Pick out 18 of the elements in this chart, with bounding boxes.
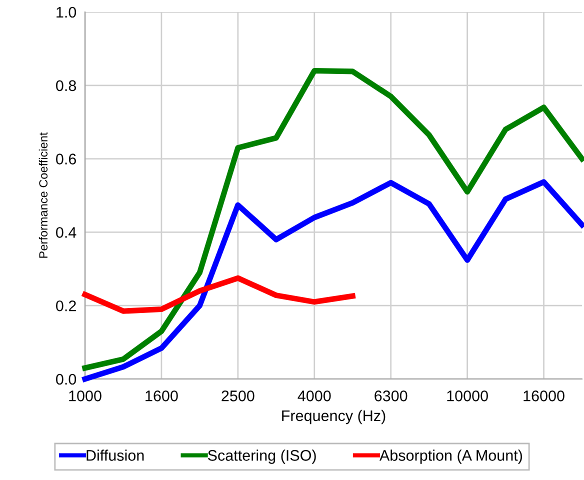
legend-label: Absorption (A Mount): [379, 450, 522, 464]
y-tick-label: 1.0: [56, 6, 76, 18]
legend-label: Diffusion: [86, 450, 144, 461]
x-axis-title: Frequency (Hz): [282, 410, 386, 424]
x-tick-label: 6300: [374, 390, 408, 402]
x-tick-label: 1000: [69, 390, 102, 402]
x-tick-label: 16000: [524, 390, 564, 402]
x-tick-label: 2500: [222, 390, 254, 402]
y-tick-label: 0.8: [56, 80, 76, 92]
x-tick-label: 4000: [298, 390, 331, 402]
x-tick-label: 1600: [146, 390, 178, 402]
x-tick-label: 10000: [447, 390, 488, 402]
y-tick-label: 0.6: [56, 154, 76, 164]
y-tick-label: 0.4: [56, 227, 76, 238]
y-tick-label: 0.0: [56, 374, 76, 385]
y-tick-label: 0.2: [56, 300, 76, 312]
y-axis-title: Performance Coefficient: [38, 132, 48, 258]
legend-label: Scattering (ISO): [208, 450, 316, 464]
